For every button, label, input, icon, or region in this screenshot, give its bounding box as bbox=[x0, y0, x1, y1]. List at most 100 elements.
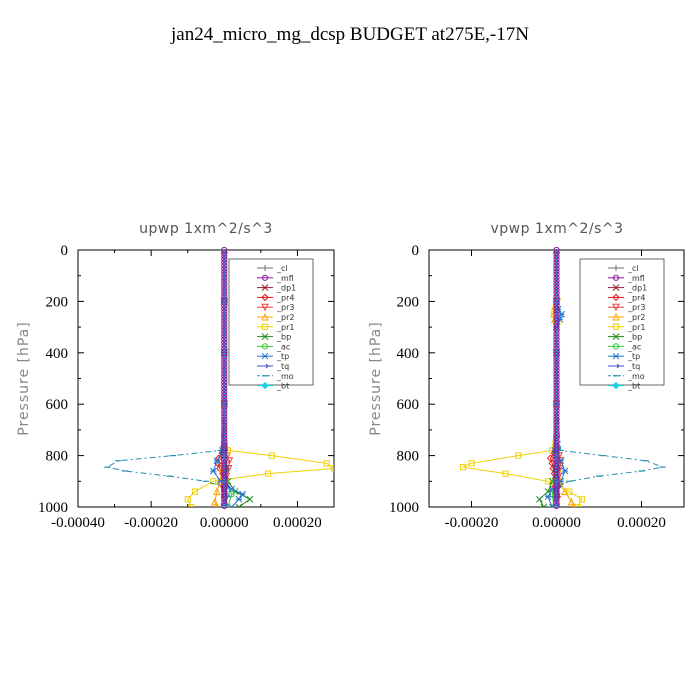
zero-marker bbox=[553, 419, 560, 426]
panel-vpwp: vpwp 1xm^2/s^3 Pressure [hPa] 0 200 400 600 80… bbox=[368, 221, 685, 531]
point_pr2 bbox=[210, 497, 219, 506]
zero-marker bbox=[553, 265, 560, 272]
zero-marker bbox=[553, 283, 560, 291]
zero-marker bbox=[221, 382, 228, 389]
zero-marker bbox=[221, 339, 228, 346]
y-tick-label: 800 bbox=[397, 449, 420, 465]
zero-marker bbox=[553, 296, 560, 303]
zero-marker bbox=[221, 425, 228, 432]
zero-marker bbox=[221, 280, 228, 288]
zero-marker bbox=[553, 431, 560, 439]
zero-marker bbox=[553, 259, 560, 266]
zero-marker bbox=[221, 496, 228, 503]
series_mo bbox=[104, 250, 235, 507]
zero-marker bbox=[553, 459, 560, 466]
zero-marker bbox=[221, 416, 228, 423]
x-tick-label: -0.00040 bbox=[51, 515, 105, 531]
y-tick-label: 800 bbox=[46, 449, 69, 465]
zero-marker bbox=[221, 459, 228, 466]
legend-marker_bp bbox=[261, 333, 269, 340]
zero-marker bbox=[553, 456, 560, 463]
zero-marker bbox=[221, 410, 228, 417]
zero-marker bbox=[221, 376, 228, 383]
zero-marker bbox=[553, 499, 560, 506]
zero-marker bbox=[553, 274, 560, 281]
zero-marker bbox=[221, 394, 228, 402]
zero-marker bbox=[553, 290, 560, 297]
legend-label_dp1: _dp1 bbox=[627, 284, 647, 293]
zero-marker bbox=[553, 333, 560, 340]
zero-marker bbox=[553, 450, 560, 457]
zero-marker bbox=[553, 416, 560, 423]
zero-marker bbox=[553, 277, 560, 284]
zero-marker bbox=[221, 373, 228, 380]
y-axis-title: Pressure [hPa] bbox=[16, 321, 32, 435]
legend-label_tp: _tp bbox=[276, 352, 289, 361]
legend-label_tq: _tq bbox=[276, 362, 289, 371]
zero-marker bbox=[221, 333, 228, 340]
point_pr1 bbox=[459, 464, 467, 471]
zero-marker bbox=[221, 253, 228, 260]
zero-marker bbox=[221, 453, 228, 460]
zero-marker bbox=[221, 441, 228, 448]
zero-marker bbox=[221, 413, 228, 420]
legend-marker_pr1 bbox=[261, 323, 269, 330]
zero-marker bbox=[221, 487, 228, 494]
zero-marker bbox=[221, 407, 228, 414]
point_tp bbox=[213, 457, 221, 465]
zero-marker bbox=[221, 391, 228, 399]
zero-marker bbox=[553, 422, 560, 429]
legend-marker_pr3 bbox=[261, 303, 269, 312]
zero-marker bbox=[221, 493, 228, 500]
point_pr1 bbox=[544, 478, 552, 485]
y-tick-label: 600 bbox=[397, 397, 420, 413]
zero-marker bbox=[221, 450, 228, 457]
zero-marker bbox=[553, 327, 560, 334]
point_tp bbox=[235, 495, 243, 503]
zero-marker bbox=[221, 296, 228, 303]
point_pr1 bbox=[578, 496, 586, 503]
zero-marker bbox=[221, 283, 228, 291]
point_pr1 bbox=[502, 470, 509, 477]
zero-marker bbox=[221, 490, 228, 497]
zero-marker bbox=[221, 419, 228, 426]
zero-marker bbox=[221, 468, 228, 476]
zero-marker bbox=[221, 308, 228, 315]
zero-marker bbox=[221, 354, 228, 362]
point_pr1 bbox=[184, 496, 191, 503]
zero-marker bbox=[553, 401, 560, 408]
zero-marker bbox=[221, 249, 228, 257]
legend-marker_pr1 bbox=[612, 323, 620, 330]
zero-marker bbox=[221, 324, 228, 331]
legend-marker_cl bbox=[262, 265, 268, 271]
zero-marker bbox=[553, 330, 560, 337]
y-tick-label: 0 bbox=[412, 243, 420, 259]
zero-marker bbox=[553, 293, 560, 300]
zero-marker bbox=[221, 484, 228, 491]
zero-marker bbox=[221, 256, 228, 263]
y-tick-label: 200 bbox=[397, 294, 420, 310]
legend-marker_bt bbox=[261, 381, 269, 390]
zero-marker bbox=[553, 478, 560, 485]
zero-marker bbox=[553, 351, 560, 358]
point_pr1 bbox=[468, 460, 475, 467]
zero-marker bbox=[221, 478, 228, 485]
legend-label_bt: _bt bbox=[276, 382, 289, 391]
zero-marker bbox=[221, 351, 228, 358]
y-tick-label: 600 bbox=[46, 397, 69, 413]
zero-marker bbox=[553, 388, 560, 395]
zero-marker bbox=[221, 388, 228, 395]
zero-marker bbox=[221, 364, 228, 371]
point_pr1 bbox=[323, 460, 330, 467]
zero-marker bbox=[221, 401, 228, 408]
zero-marker bbox=[553, 320, 560, 328]
x-tick-label: 0.00020 bbox=[273, 515, 322, 531]
zero-marker bbox=[221, 317, 228, 325]
y-tick-label: 200 bbox=[46, 294, 69, 310]
zero-marker bbox=[553, 299, 560, 306]
zero-marker bbox=[553, 367, 560, 374]
zero-marker bbox=[553, 373, 560, 380]
point_pr2 bbox=[213, 487, 221, 496]
zero-marker bbox=[553, 487, 560, 494]
legend-label_mo: _mo bbox=[627, 372, 645, 381]
